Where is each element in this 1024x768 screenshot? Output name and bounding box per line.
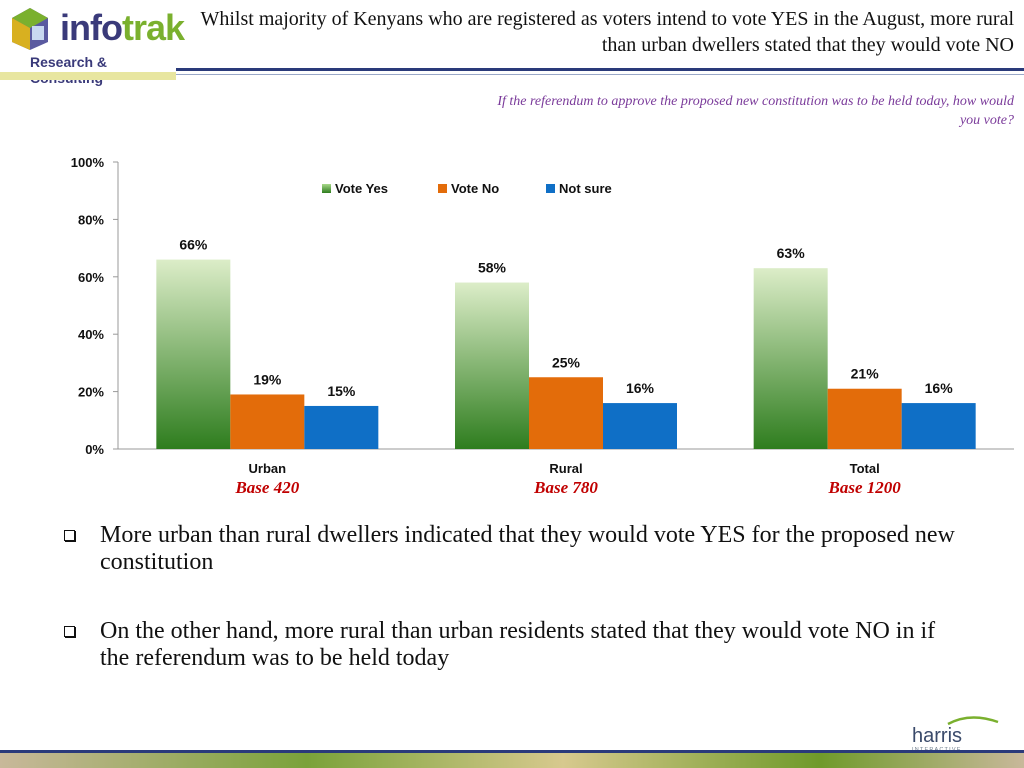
survey-question: If the referendum to approve the propose… bbox=[497, 94, 1014, 128]
data-label: 63% bbox=[777, 245, 806, 261]
logo-tagline: Research & Consulting bbox=[30, 54, 108, 86]
bar-vote-no bbox=[827, 388, 902, 449]
logo-underbar bbox=[0, 72, 176, 80]
category-label: Urban bbox=[249, 461, 287, 476]
base-label: Base 780 bbox=[533, 478, 598, 497]
bullet-list: More urban than rural dwellers indicated… bbox=[60, 522, 960, 714]
footer-band bbox=[0, 750, 1024, 768]
legend-label: Not sure bbox=[559, 181, 612, 196]
header-rule bbox=[176, 68, 1024, 71]
base-label: Base 420 bbox=[234, 478, 299, 497]
bar-vote-yes bbox=[156, 259, 231, 449]
category-label: Rural bbox=[549, 461, 582, 476]
bar-chart: 0% 20% 40% 60% 80% 100% 66% 19% 15% Urban Base 42… bbox=[71, 155, 1014, 497]
bullet-item: More urban than rural dwellers indicated… bbox=[60, 522, 960, 576]
base-label: Base 1200 bbox=[828, 478, 902, 497]
legend-swatch bbox=[322, 184, 331, 193]
harris-logo-text: harris bbox=[912, 725, 962, 747]
slide-title: Whilst majority of Kenyans who are regis… bbox=[200, 8, 1014, 56]
bar-not-sure bbox=[304, 405, 379, 449]
logo-wordmark: infotrak bbox=[60, 7, 185, 48]
legend-label: Vote Yes bbox=[335, 181, 388, 196]
bullet-text: More urban than rural dwellers indicated… bbox=[100, 522, 955, 575]
legend-swatch bbox=[438, 184, 447, 193]
bullet-text: On the other hand, more rural than urban… bbox=[100, 618, 936, 671]
y-tick-label: 100% bbox=[71, 155, 105, 170]
y-tick-label: 80% bbox=[78, 212, 104, 227]
data-label: 15% bbox=[327, 383, 356, 399]
chart-bars bbox=[156, 259, 976, 449]
square-bullet-icon bbox=[64, 530, 75, 541]
bar-vote-no bbox=[529, 377, 603, 449]
y-tick-label: 20% bbox=[78, 385, 104, 400]
data-label: 25% bbox=[552, 354, 581, 370]
infotrak-logo: infotrak Research & Consulting bbox=[0, 0, 185, 86]
data-label: 16% bbox=[925, 380, 954, 396]
data-label: 58% bbox=[478, 260, 507, 276]
bar-vote-yes bbox=[753, 268, 828, 449]
data-label: 19% bbox=[253, 371, 282, 387]
y-tick-label: 0% bbox=[85, 442, 104, 457]
y-tick-label: 40% bbox=[78, 327, 104, 342]
bar-vote-no bbox=[230, 394, 305, 449]
legend-swatch bbox=[546, 184, 555, 193]
chart-legend: Vote Yes Vote No Not sure bbox=[322, 181, 612, 196]
legend-label: Vote No bbox=[451, 181, 499, 196]
chart-labels: 66% 19% 15% Urban Base 420 58% 25% 16% Rural Base… bbox=[179, 237, 953, 497]
data-label: 16% bbox=[626, 380, 655, 396]
bar-not-sure bbox=[603, 403, 677, 449]
harris-swoosh-icon bbox=[947, 716, 999, 726]
logo-mark-icon bbox=[12, 8, 48, 50]
bullet-item: On the other hand, more rural than urban… bbox=[60, 618, 960, 672]
harris-logo: harris INTERACTIVE bbox=[912, 716, 999, 753]
bar-not-sure bbox=[901, 403, 976, 449]
category-label: Total bbox=[850, 461, 880, 476]
data-label: 66% bbox=[179, 237, 208, 253]
bar-vote-yes bbox=[455, 282, 529, 449]
data-label: 21% bbox=[851, 366, 880, 382]
square-bullet-icon bbox=[64, 626, 75, 637]
header-subrule bbox=[176, 74, 1024, 75]
y-tick-label: 60% bbox=[78, 270, 104, 285]
